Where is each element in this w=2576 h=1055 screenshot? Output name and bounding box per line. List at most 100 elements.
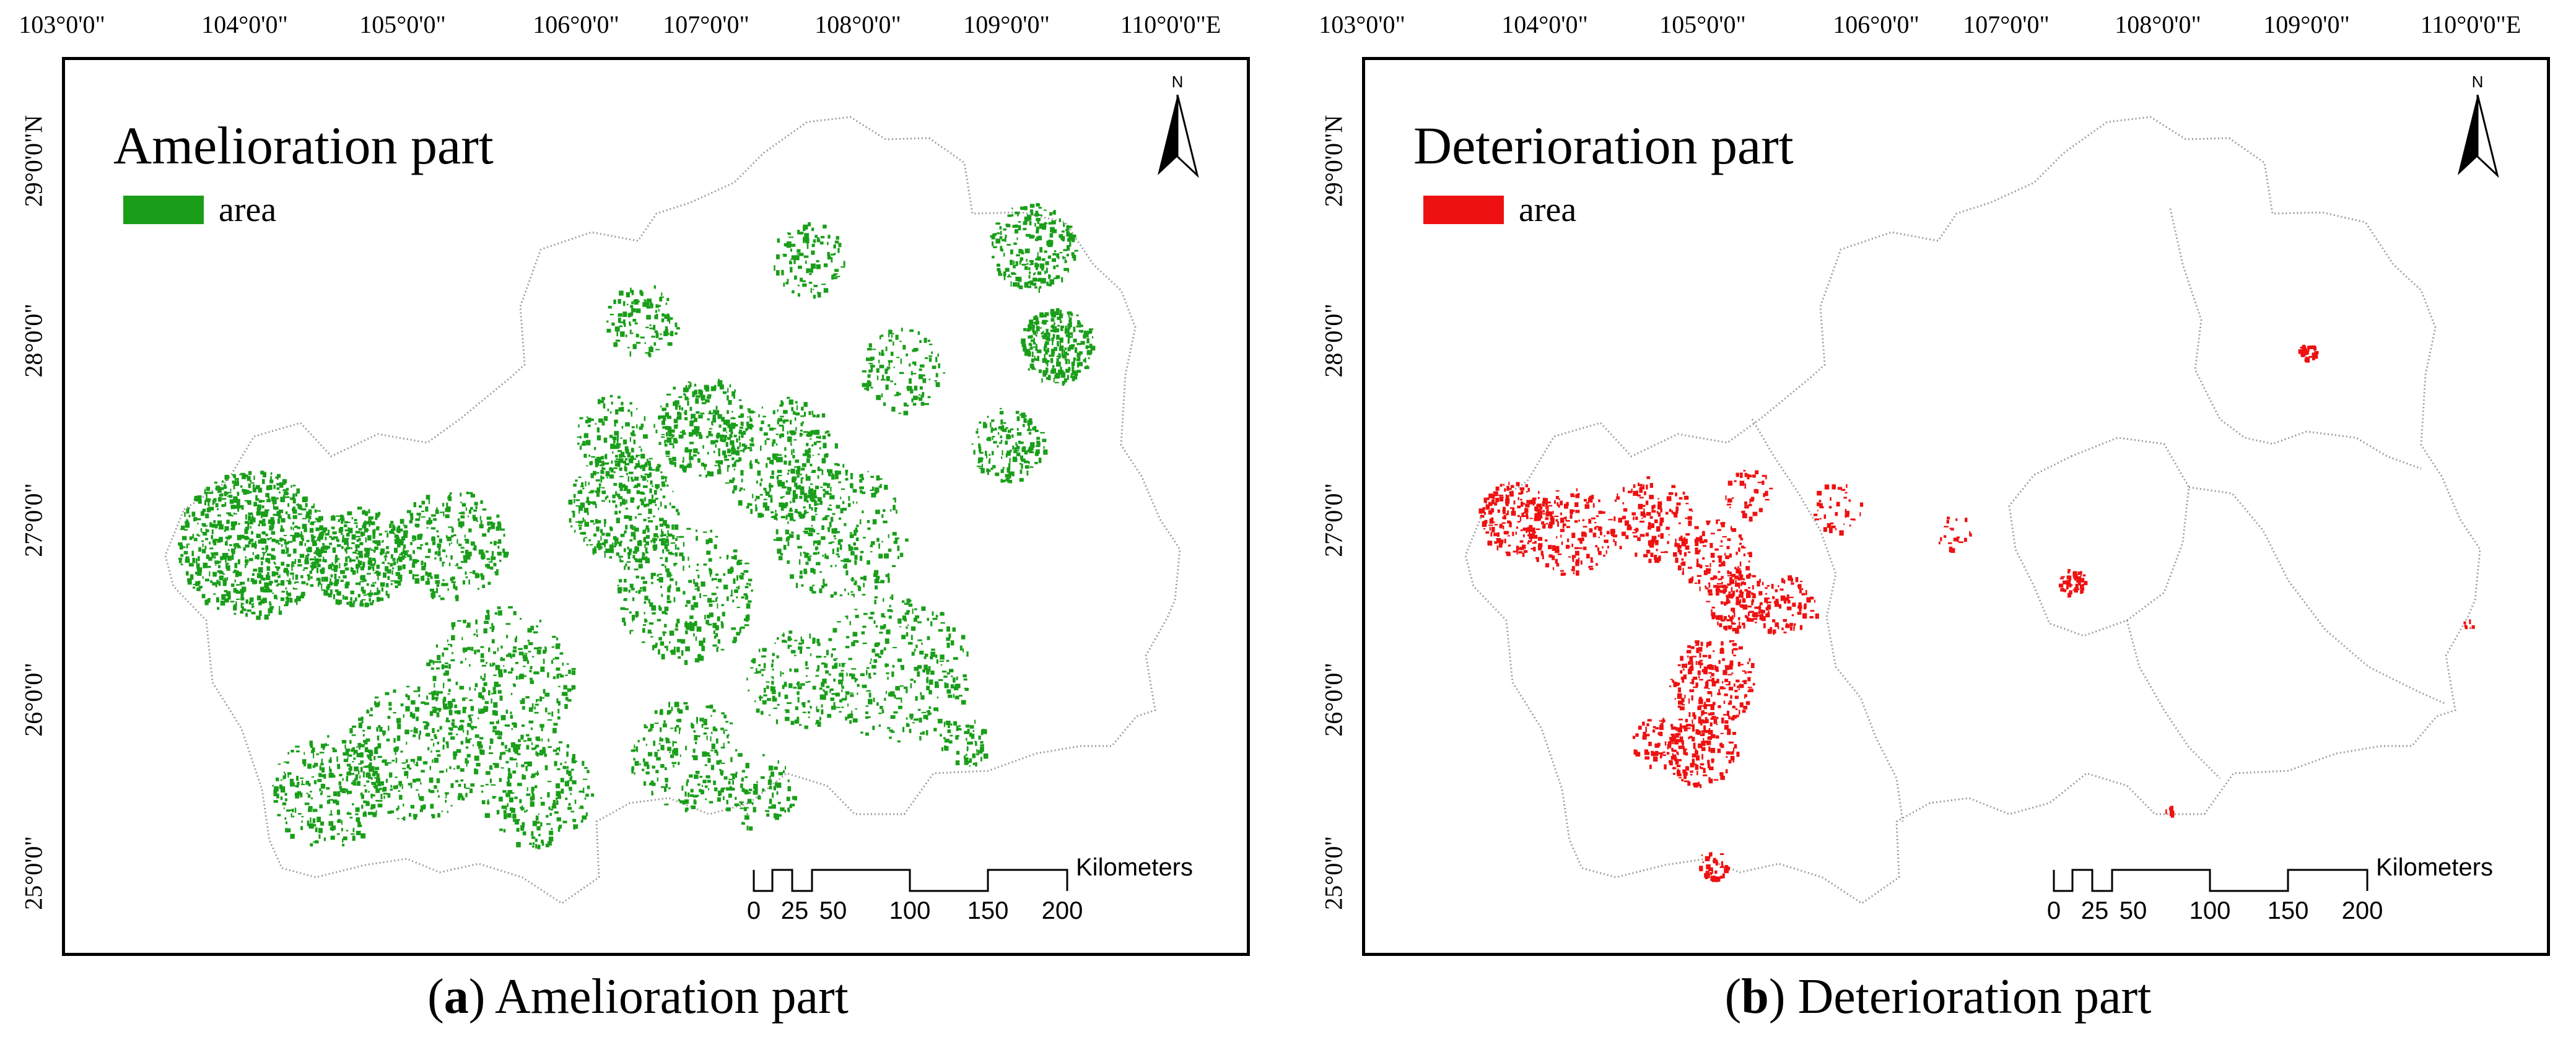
change-area-patch	[441, 583, 445, 586]
change-area-patch	[243, 490, 247, 495]
change-area-patch	[670, 542, 676, 544]
change-area-patch	[489, 745, 491, 750]
change-area-patch	[644, 497, 646, 501]
change-area-patch	[442, 562, 445, 563]
change-area-patch	[772, 695, 775, 698]
change-area-patch	[406, 764, 410, 769]
change-area-patch	[606, 477, 608, 479]
change-area-patch	[549, 809, 554, 810]
change-area-patch	[917, 665, 922, 669]
change-area-patch	[344, 562, 348, 566]
change-area-patch	[683, 470, 687, 473]
change-area-patch	[654, 490, 657, 495]
change-area-patch	[536, 699, 539, 701]
change-area-patch	[385, 692, 390, 695]
change-area-patch	[311, 566, 313, 571]
change-area-patch	[577, 490, 583, 494]
change-area-patch	[787, 396, 790, 399]
change-area-patch	[645, 541, 649, 545]
change-area-patch	[284, 539, 287, 545]
change-area-patch	[642, 758, 645, 762]
change-area-patch	[720, 434, 724, 438]
change-area-patch	[927, 617, 929, 621]
change-area-patch	[715, 573, 718, 576]
change-area-patch	[461, 797, 465, 801]
change-area-patch	[494, 682, 499, 687]
change-area-patch	[584, 521, 589, 527]
change-area-patch	[416, 778, 421, 782]
change-area-patch	[930, 621, 933, 627]
change-area-patch	[480, 573, 483, 577]
change-area-patch	[839, 544, 842, 550]
change-area-patch	[779, 424, 784, 427]
change-area-patch	[497, 521, 501, 524]
change-area-patch	[718, 424, 722, 428]
change-area-patch	[196, 534, 199, 536]
change-area-patch	[584, 519, 586, 522]
change-area-patch	[267, 571, 269, 578]
change-area-patch	[385, 762, 388, 766]
change-area-patch	[341, 788, 346, 794]
change-area-patch	[360, 825, 362, 827]
change-area-patch	[920, 692, 922, 695]
change-area-patch	[678, 762, 680, 765]
change-area-patch	[928, 690, 932, 695]
change-area-patch	[684, 412, 686, 414]
change-area-patch	[456, 710, 461, 714]
change-area-patch	[358, 538, 361, 541]
change-area-patch	[703, 563, 707, 566]
change-area-patch	[676, 646, 680, 653]
change-area-patch	[323, 528, 326, 533]
change-area-patch	[283, 807, 285, 809]
change-area-patch	[531, 703, 534, 708]
change-area-patch	[642, 552, 645, 557]
change-area-patch	[360, 567, 364, 571]
change-area-patch	[863, 583, 865, 588]
change-area-patch	[1048, 332, 1050, 337]
change-area-patch	[566, 766, 569, 769]
change-area-patch	[1046, 367, 1048, 370]
change-area-patch	[736, 575, 738, 581]
change-area-patch	[873, 672, 876, 675]
change-area-patch	[1013, 261, 1015, 264]
change-area-patch	[372, 533, 376, 539]
change-area-patch	[485, 615, 490, 620]
change-area-patch	[777, 480, 782, 484]
change-area-patch	[785, 709, 790, 713]
change-area-patch	[710, 732, 713, 734]
change-area-patch	[1073, 357, 1075, 363]
change-area-patch	[1023, 347, 1027, 352]
change-area-patch	[341, 546, 344, 549]
change-area-patch	[309, 523, 312, 525]
change-area-patch	[800, 429, 803, 432]
change-area-patch	[1067, 332, 1070, 339]
change-area-patch	[295, 792, 298, 797]
change-area-patch	[446, 744, 449, 749]
change-area-patch	[463, 620, 466, 623]
change-area-patch	[808, 716, 810, 718]
change-area-patch	[471, 646, 474, 651]
change-area-patch	[860, 550, 864, 554]
change-area-patch	[810, 494, 814, 500]
change-area-patch	[618, 458, 623, 463]
change-area-patch	[1033, 342, 1036, 345]
change-area-patch	[437, 654, 441, 661]
change-area-patch	[479, 695, 484, 698]
change-area-patch	[658, 573, 663, 575]
change-area-patch	[585, 481, 587, 487]
change-area-patch	[928, 710, 930, 716]
change-area-patch	[727, 465, 730, 467]
change-area-patch	[276, 793, 279, 799]
change-area-patch	[679, 536, 684, 538]
change-area-patch	[747, 416, 749, 418]
change-area-patch	[801, 463, 806, 467]
change-area-patch	[317, 563, 321, 568]
change-area-patch	[801, 477, 804, 479]
change-area-patch	[1022, 250, 1024, 254]
change-area-patch	[365, 765, 370, 768]
change-area-patch	[455, 565, 458, 567]
change-area-patch	[218, 581, 221, 586]
change-area-patch	[930, 656, 933, 659]
change-area-patch	[775, 510, 777, 513]
change-area-patch	[282, 802, 287, 805]
